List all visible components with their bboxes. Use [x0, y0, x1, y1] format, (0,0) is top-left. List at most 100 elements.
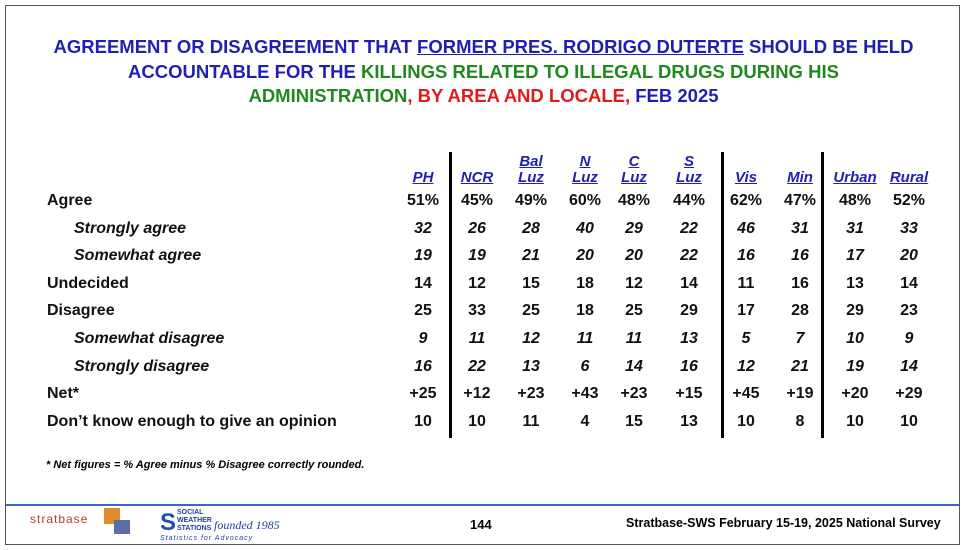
column-header: S Luz: [659, 154, 719, 186]
cell: +43: [571, 385, 599, 403]
row-label: Don’t know enough to give an opinion: [47, 412, 337, 430]
cell: +23: [620, 385, 648, 403]
column-header: Vis: [716, 170, 776, 186]
cell: 20: [625, 247, 643, 265]
title-segment: FEB 2025: [630, 85, 719, 106]
title-segment: AGREEMENT OR DISAGREEMENT THAT: [53, 36, 418, 57]
cell: 6: [580, 357, 590, 375]
cell: 60%: [568, 192, 602, 209]
cell: 5: [741, 330, 751, 347]
column-header-line: Luz: [518, 169, 544, 186]
cell: 29: [680, 302, 698, 320]
column-header: NCR: [447, 170, 507, 186]
cell: 21: [791, 357, 809, 375]
column-header-line: Luz: [676, 169, 702, 186]
cell: 12: [625, 274, 643, 292]
cell: +25: [409, 385, 437, 403]
column-header-line: Luz: [621, 169, 647, 186]
cell: 18: [576, 274, 594, 292]
logo-block: [114, 520, 130, 534]
cell: 21: [522, 247, 540, 265]
cell: 26: [468, 219, 486, 237]
column-header-line: NCR: [460, 169, 494, 186]
cell: 13: [522, 357, 540, 375]
cell: 14: [414, 274, 432, 292]
cell: 10: [900, 412, 918, 430]
cell: +20: [841, 385, 869, 403]
cell: 14: [900, 357, 918, 375]
logo-s: S: [160, 509, 177, 536]
cell: 33: [468, 302, 486, 320]
column-header-line: Rural: [889, 169, 929, 186]
column-header-line: Vis: [735, 169, 757, 186]
cell: 31: [791, 219, 809, 237]
cell: 17: [846, 247, 864, 265]
cell: 45%: [460, 192, 494, 209]
column-header-line: Min: [787, 169, 813, 186]
cell: 15: [625, 412, 643, 430]
source: Stratbase-SWS February 15-19, 2025 Natio…: [626, 516, 941, 530]
column-header-line: Urban: [833, 169, 877, 186]
logo-sws-line: STATIONS: [177, 525, 212, 532]
cell: 23: [900, 302, 918, 320]
cell: 22: [680, 247, 698, 265]
column-header: Rural: [879, 170, 939, 186]
cell: 20: [576, 247, 594, 265]
logo-sws: SOCIAL WEATHER STATIONS: [177, 509, 212, 533]
cell: 12: [737, 357, 755, 375]
column-separator: [721, 152, 724, 438]
page-number: 144: [470, 517, 492, 532]
column-separator: [821, 152, 824, 438]
cell: 44%: [672, 192, 706, 209]
column-header: Urban: [825, 170, 885, 186]
cell: 10: [414, 412, 432, 430]
logo-sws-line: WEATHER: [177, 517, 212, 524]
logo-founded: founded 1985: [214, 518, 280, 532]
cell: 31: [846, 219, 864, 237]
column-header-line: S: [683, 153, 694, 170]
column-header: N Luz: [555, 154, 615, 186]
cell: 10: [737, 412, 755, 430]
cell: 25: [625, 302, 643, 320]
cell: 16: [737, 247, 755, 265]
title-segment: SHOULD BE HELD: [743, 36, 914, 57]
cell: 7: [795, 330, 805, 347]
column-separator: [449, 152, 452, 438]
cell: +19: [786, 385, 814, 403]
cell: 10: [846, 412, 864, 430]
cell: 14: [900, 274, 918, 292]
cell: 11: [576, 330, 594, 347]
column-header: Min: [770, 170, 830, 186]
cell: 11: [737, 274, 755, 292]
cell: 15: [522, 274, 540, 292]
cell: 12: [468, 274, 486, 292]
row-label: Undecided: [47, 274, 129, 292]
logo-tagline: Statistics for Advocacy: [160, 535, 254, 542]
cell: 25: [522, 302, 540, 320]
cell: 32: [414, 219, 432, 237]
row-label: Strongly disagree: [74, 357, 210, 375]
cell: 10: [468, 412, 486, 430]
row-label: Somewhat agree: [74, 247, 202, 265]
title-segment: , BY AREA AND LOCALE,: [407, 85, 631, 106]
title-segment: ACCOUNTABLE FOR THE: [128, 60, 361, 82]
cell: 19: [846, 357, 864, 375]
title-segment: KILLINGS RELATED TO ILLEGAL DRUGS DURING…: [361, 60, 839, 82]
title-line: ACCOUNTABLE FOR THE KILLINGS RELATED TO …: [0, 61, 967, 83]
row-label: Somewhat disagree: [74, 330, 225, 347]
slide-border: [5, 5, 960, 545]
cell: 29: [846, 302, 864, 320]
cell: 16: [680, 357, 698, 375]
title-line: AGREEMENT OR DISAGREEMENT THAT FORMER PR…: [0, 36, 967, 58]
cell: 25: [414, 302, 432, 320]
cell: 28: [791, 302, 809, 320]
column-header-line: PH: [412, 169, 434, 186]
logo-stratbase: stratbase: [30, 512, 89, 526]
cell: 10: [846, 330, 864, 347]
cell: 19: [468, 247, 486, 265]
cell: 11: [468, 330, 486, 347]
cell: 16: [791, 274, 809, 292]
cell: 13: [680, 330, 698, 347]
cell: 29: [625, 219, 643, 237]
